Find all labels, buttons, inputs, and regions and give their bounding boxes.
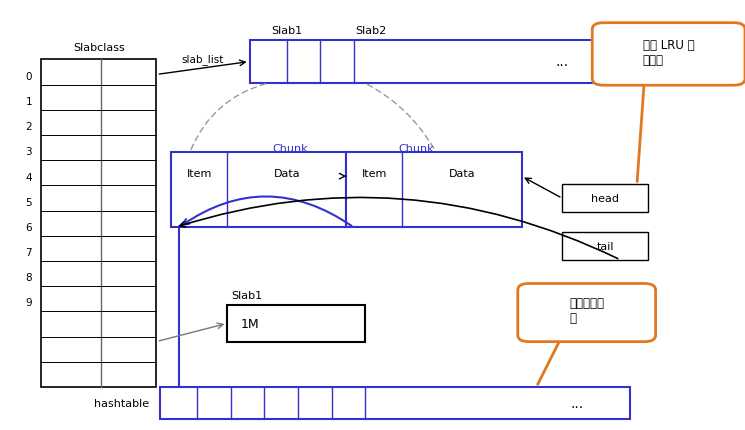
FancyBboxPatch shape [592, 24, 745, 86]
Text: Item: Item [361, 169, 387, 179]
Text: 8: 8 [25, 273, 32, 283]
FancyBboxPatch shape [562, 232, 648, 260]
Text: 1: 1 [25, 97, 32, 107]
FancyBboxPatch shape [346, 153, 522, 228]
Text: Slab1: Slab1 [271, 26, 302, 36]
Text: Data: Data [448, 169, 475, 179]
Text: 3: 3 [25, 147, 32, 157]
Text: Slab1: Slab1 [231, 290, 262, 300]
Text: slab_list: slab_list [182, 54, 224, 64]
Text: 实现 LRU 策
略队列: 实现 LRU 策 略队列 [643, 39, 694, 67]
FancyBboxPatch shape [518, 284, 656, 342]
FancyBboxPatch shape [562, 185, 648, 213]
Text: 4: 4 [25, 172, 32, 182]
Text: Data: Data [273, 169, 300, 179]
FancyBboxPatch shape [41, 60, 156, 387]
Text: 7: 7 [25, 248, 32, 258]
Text: ...: ... [556, 55, 569, 69]
Text: ...: ... [571, 396, 584, 410]
Text: Item: Item [186, 169, 212, 179]
Text: Slab2: Slab2 [355, 26, 386, 36]
FancyBboxPatch shape [227, 305, 365, 342]
FancyBboxPatch shape [171, 153, 346, 228]
Text: 1M: 1M [241, 317, 259, 330]
Text: Slabclass: Slabclass [73, 43, 124, 52]
Text: tail: tail [597, 241, 614, 251]
Text: hashtable: hashtable [94, 398, 149, 408]
Text: Chunk: Chunk [399, 143, 434, 154]
Text: Chunk: Chunk [272, 143, 308, 154]
Text: 0: 0 [25, 71, 32, 82]
Text: 9: 9 [25, 298, 32, 308]
FancyBboxPatch shape [160, 387, 630, 419]
Text: 实现快速查
找: 实现快速查 找 [569, 297, 604, 325]
Text: 6: 6 [25, 222, 32, 232]
Text: head: head [592, 194, 619, 204]
Text: 2: 2 [25, 122, 32, 132]
Text: 5: 5 [25, 197, 32, 207]
FancyBboxPatch shape [250, 41, 603, 84]
